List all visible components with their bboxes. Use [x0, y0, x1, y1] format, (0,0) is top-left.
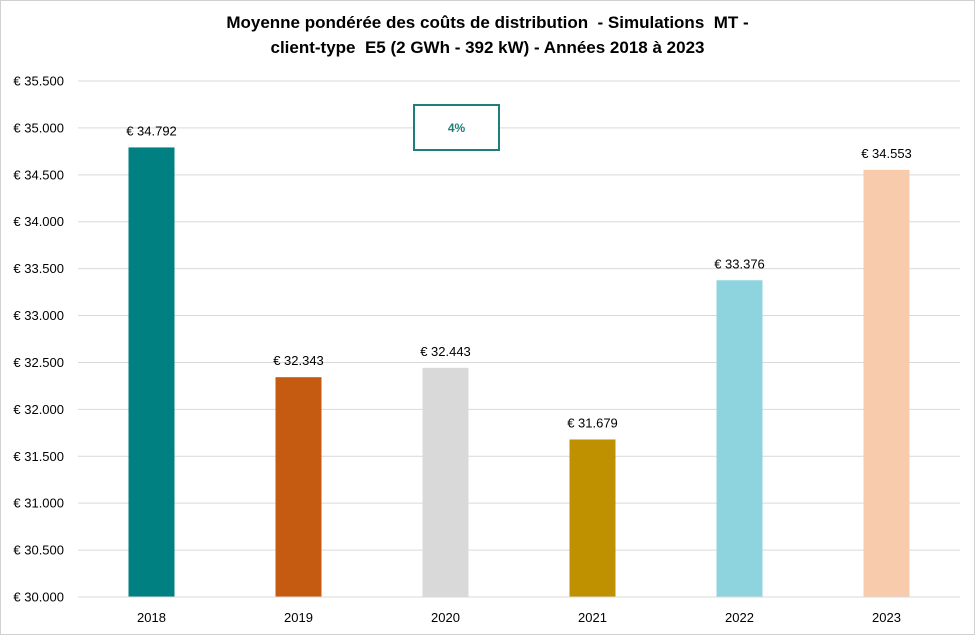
y-tick-label: € 31.500: [13, 449, 64, 464]
y-tick-label: € 35.500: [13, 74, 64, 89]
y-tick-label: € 30.500: [13, 543, 64, 558]
bar-2018: [128, 147, 175, 597]
x-tick-label-2023: 2023: [872, 610, 901, 625]
bar-2023: [863, 169, 910, 597]
y-tick-label: € 33.000: [13, 308, 64, 323]
chart-title: Moyenne pondérée des coûts de distributi…: [0, 10, 975, 60]
chart-title-line-2: client-type E5 (2 GWh - 392 kW) - Années…: [270, 38, 705, 57]
x-tick-label-2021: 2021: [578, 610, 607, 625]
data-label-2023: € 34.553: [861, 146, 912, 161]
y-tick-label: € 34.000: [13, 214, 64, 229]
bar-2020: [422, 367, 469, 597]
annotation-label: 4%: [448, 121, 466, 135]
data-label-2018: € 34.792: [126, 123, 177, 138]
annotation-frame: [413, 104, 500, 151]
bar-2019: [275, 377, 322, 597]
data-label-2020: € 32.443: [420, 344, 471, 359]
gridlines: [78, 80, 960, 551]
bars: [128, 147, 910, 597]
data-labels: € 34.792 € 32.343 € 32.443 € 31.679 € 33.376…: [126, 123, 912, 430]
y-tick-label: € 33.500: [13, 261, 64, 276]
y-tick-label: € 31.000: [13, 496, 64, 511]
data-label-2022: € 33.376: [714, 256, 765, 271]
y-tick-label: € 35.000: [13, 120, 64, 135]
x-axis-tick-labels: 2018 2019 2020 2021 2022 2023: [137, 610, 901, 625]
x-tick-label-2019: 2019: [284, 610, 313, 625]
x-tick-label-2018: 2018: [137, 610, 166, 625]
data-label-2019: € 32.343: [273, 353, 324, 368]
y-tick-label: € 32.500: [13, 355, 64, 370]
bar-2022: [716, 280, 763, 597]
y-tick-label: € 30.000: [13, 590, 64, 605]
annotation-box: 4%: [413, 104, 500, 151]
bar-2021: [569, 439, 616, 597]
x-tick-label-2020: 2020: [431, 610, 460, 625]
chart-title-line-1: Moyenne pondérée des coûts de distributi…: [226, 13, 749, 32]
y-axis-tick-labels: € 30.000 € 30.500 € 31.000 € 31.500 € 32.000…: [13, 74, 64, 605]
y-tick-label: € 34.500: [13, 167, 64, 182]
data-label-2021: € 31.679: [567, 415, 618, 430]
x-tick-label-2022: 2022: [725, 610, 754, 625]
y-tick-label: € 32.000: [13, 402, 64, 417]
